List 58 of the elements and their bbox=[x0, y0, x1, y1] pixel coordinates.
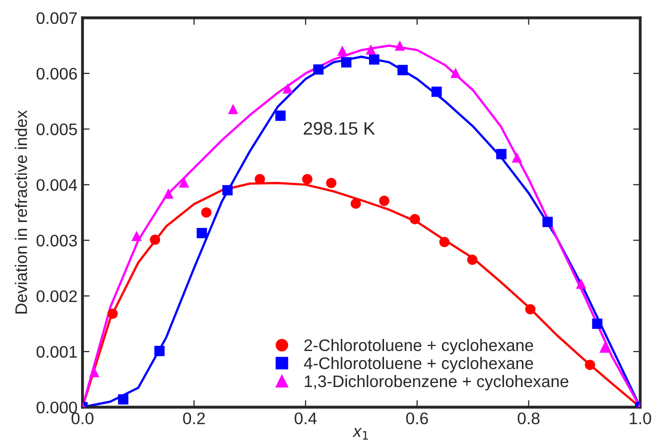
legend-label: 2-Chlorotoluene + cyclohexane bbox=[304, 338, 534, 354]
y-tick-label: 0.004 bbox=[36, 179, 78, 191]
point bbox=[118, 394, 128, 405]
x-tick-label: 0.0 bbox=[72, 412, 94, 424]
x-tick-label: 0.8 bbox=[518, 412, 540, 424]
point bbox=[178, 177, 190, 188]
point bbox=[450, 68, 461, 78]
legend-label: 4-Chlorotoluene + cyclohexane bbox=[304, 356, 534, 372]
y-tick-label: 0.000 bbox=[36, 402, 77, 414]
point bbox=[107, 308, 118, 319]
point bbox=[525, 304, 536, 314]
y-tick-label: 0.006 bbox=[36, 68, 77, 80]
point bbox=[282, 83, 293, 94]
point bbox=[592, 318, 602, 329]
point bbox=[228, 104, 238, 114]
point bbox=[201, 207, 212, 218]
annotation: 298.15 K bbox=[304, 122, 375, 135]
point bbox=[302, 174, 312, 184]
y-tick-label: 0.003 bbox=[36, 234, 77, 247]
point bbox=[512, 152, 522, 163]
point bbox=[467, 254, 478, 265]
point bbox=[154, 346, 165, 356]
point bbox=[379, 196, 390, 206]
point bbox=[131, 230, 142, 241]
point bbox=[350, 198, 361, 209]
point bbox=[576, 278, 586, 289]
y-tick-label: 0.002 bbox=[36, 290, 77, 302]
x-tick-label: 0.6 bbox=[406, 412, 428, 424]
x-tick-label: 1.0 bbox=[630, 412, 652, 424]
point bbox=[410, 214, 420, 224]
point bbox=[439, 236, 450, 248]
point bbox=[222, 185, 233, 196]
point bbox=[150, 234, 160, 245]
point bbox=[496, 148, 506, 160]
point bbox=[275, 110, 286, 121]
point bbox=[196, 228, 207, 238]
legend-label: 1,3-Dichlorobenzene + cyclohexane bbox=[304, 374, 568, 391]
y-tick-label: 0.007 bbox=[36, 12, 77, 24]
point bbox=[89, 366, 100, 378]
x-tick-label: 0.4 bbox=[294, 412, 317, 424]
x-tick-label: 0.2 bbox=[183, 412, 205, 424]
point bbox=[341, 57, 352, 68]
point bbox=[337, 45, 348, 56]
point bbox=[397, 64, 408, 76]
y-tick-label: 0.001 bbox=[36, 346, 77, 358]
y-tick-label: 0.005 bbox=[36, 123, 77, 136]
x-axis-title: x$_{1}$ bbox=[352, 428, 368, 440]
point bbox=[431, 86, 442, 97]
point bbox=[326, 178, 336, 188]
point bbox=[313, 64, 324, 75]
point bbox=[584, 360, 596, 370]
y-axis-title: Deviation in refractive index bbox=[14, 110, 28, 314]
point bbox=[394, 40, 405, 51]
point bbox=[542, 216, 553, 228]
point bbox=[369, 54, 380, 65]
point bbox=[599, 342, 610, 353]
point bbox=[163, 188, 174, 199]
point bbox=[366, 44, 376, 55]
